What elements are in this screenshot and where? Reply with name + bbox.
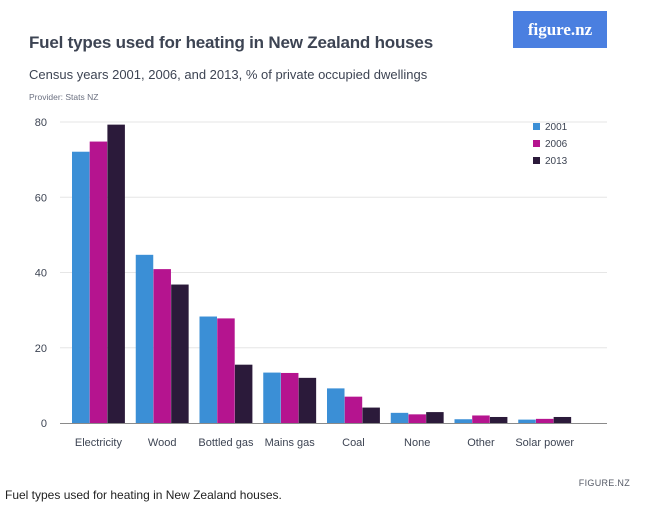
bar [472,415,490,423]
legend-swatch [533,123,540,130]
bar [518,419,536,423]
x-tick-label: None [404,437,430,449]
y-tick-label: 40 [35,268,47,280]
y-tick-label: 60 [35,192,47,204]
bar [298,377,317,423]
x-tick-label: Other [467,437,495,449]
bar [390,412,409,423]
chart-title: Fuel types used for heating in New Zeala… [29,33,433,52]
bar [426,412,444,423]
legend-label: 2001 [545,122,568,133]
figure-nz-logo[interactable]: figure.nz [513,11,607,48]
chart-subtitle: Census years 2001, 2006, and 2013, % of … [29,67,428,82]
provider-text: Provider: Stats NZ [29,92,99,102]
bar [153,269,171,423]
x-tick-label: Wood [148,437,177,449]
bar [217,318,235,423]
y-tick-label: 20 [35,343,47,355]
legend-label: 2013 [545,156,568,167]
bar [454,419,472,423]
y-tick-label: 0 [41,418,47,430]
source-label: FIGURE.NZ [578,478,630,488]
legend-swatch [533,140,540,147]
bar [234,364,253,423]
bar [408,414,426,423]
bar [199,316,217,423]
x-tick-label: Bottled gas [198,437,254,449]
bar [362,407,380,423]
bar [72,151,90,423]
bar [135,254,154,423]
bar [535,418,554,423]
bar [263,372,281,423]
x-tick-label: Electricity [75,437,123,449]
bar [171,284,189,423]
y-tick-label: 80 [35,117,47,129]
figure-caption: Fuel types used for heating in New Zeala… [5,488,282,502]
legend-swatch [533,157,540,164]
bar [89,141,108,423]
x-tick-label: Solar power [515,437,574,449]
bar [344,396,363,423]
x-tick-label: Mains gas [265,437,316,449]
bar [489,416,508,423]
bar [327,388,345,423]
bar [107,124,125,423]
bar [553,416,572,423]
bar [280,372,299,423]
legend-label: 2006 [545,139,568,150]
x-tick-label: Coal [342,437,365,449]
